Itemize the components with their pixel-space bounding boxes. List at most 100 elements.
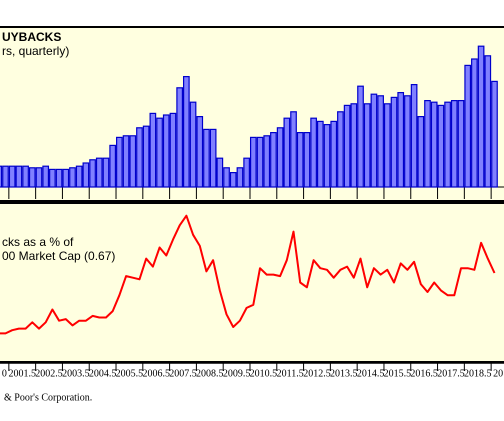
bar — [8, 165, 16, 188]
bar — [136, 127, 143, 188]
bottom-panel — [0, 202, 504, 363]
bar — [0, 165, 3, 188]
bar — [477, 45, 485, 188]
bar — [69, 167, 76, 188]
x-tick-label: 2007.5 — [169, 368, 197, 379]
bar — [316, 120, 324, 188]
x-tick-label: 2016.5 — [410, 368, 438, 379]
bar — [363, 103, 371, 188]
bar — [89, 159, 96, 188]
bar — [75, 165, 83, 188]
bar — [397, 91, 405, 188]
bar — [42, 165, 50, 188]
bar — [142, 125, 150, 188]
bar — [49, 168, 56, 188]
bar — [229, 172, 237, 188]
bar — [430, 101, 438, 188]
bar — [169, 112, 177, 188]
bar — [464, 64, 472, 188]
x-tick-label: 2002.5 — [35, 368, 63, 379]
bar — [343, 104, 351, 188]
bar — [15, 165, 23, 188]
bar — [189, 101, 197, 188]
bar — [283, 117, 291, 188]
x-tick-label: 2015.5 — [384, 368, 412, 379]
bar — [357, 85, 364, 188]
bar — [183, 75, 190, 188]
x-tick-label: 2008.5 — [196, 368, 224, 379]
bar — [82, 162, 90, 188]
bar — [491, 80, 498, 188]
bar — [404, 95, 411, 188]
x-tick-label: 2003.5 — [62, 368, 90, 379]
bar — [450, 99, 458, 188]
x-tick-label: 2018.5 — [464, 368, 492, 379]
bar — [256, 136, 264, 188]
bar — [323, 123, 331, 188]
bar — [223, 167, 230, 188]
bar — [95, 157, 103, 188]
footer: & Poor's Corporation. — [4, 392, 92, 403]
top-title: UYBACKS — [2, 30, 61, 44]
bar — [236, 167, 244, 188]
bar — [149, 112, 157, 188]
bar — [303, 132, 311, 188]
bar — [22, 165, 29, 188]
bar — [203, 128, 210, 188]
bar — [55, 168, 63, 188]
bar — [196, 115, 204, 188]
bar — [156, 117, 163, 188]
bar — [350, 103, 358, 188]
x-tick-label: 20 — [493, 368, 503, 379]
x-tick-label: 2014.5 — [357, 368, 385, 379]
x-tick-label: 2001.5 — [8, 368, 36, 379]
bar — [296, 132, 304, 188]
x-tick-label: 2009.5 — [223, 368, 251, 379]
bar — [370, 93, 378, 188]
bar — [437, 104, 445, 188]
bar — [129, 135, 137, 188]
x-tick-label: 0 — [2, 368, 7, 379]
bottom-title: cks as a % of — [2, 235, 74, 249]
x-tick-label: 2010.5 — [250, 368, 278, 379]
bar — [457, 99, 465, 188]
bar — [276, 127, 284, 188]
bar — [243, 157, 250, 188]
x-tick-label: 2013.5 — [330, 368, 358, 379]
bar — [122, 135, 130, 188]
bar — [410, 83, 418, 188]
bar — [330, 120, 338, 188]
bar — [290, 111, 297, 188]
x-tick-label: 2011.5 — [277, 368, 304, 379]
x-tick-label: 2004.5 — [89, 368, 117, 379]
bar — [417, 115, 425, 188]
x-tick-label: 2017.5 — [437, 368, 465, 379]
bar — [444, 101, 451, 188]
bar — [263, 135, 271, 188]
bar — [310, 117, 317, 188]
bar — [337, 111, 344, 188]
bottom-subtitle: 00 Market Cap (0.67) — [2, 249, 115, 263]
x-tick-label: 2005.5 — [116, 368, 144, 379]
line-series — [0, 214, 496, 335]
bar — [270, 132, 277, 188]
bar — [116, 136, 123, 188]
bar — [390, 96, 398, 188]
bar — [484, 55, 492, 188]
bar — [383, 103, 391, 188]
bar — [377, 95, 384, 188]
bar — [471, 58, 478, 188]
bar — [28, 167, 36, 188]
bar — [209, 128, 217, 188]
bar — [2, 165, 9, 188]
bar — [102, 157, 110, 188]
bar — [162, 114, 170, 188]
bar — [62, 168, 70, 188]
bar — [216, 157, 224, 188]
bar — [424, 99, 431, 188]
bar — [109, 144, 117, 188]
bar — [176, 87, 184, 188]
bar — [35, 167, 43, 188]
bar — [249, 136, 257, 188]
